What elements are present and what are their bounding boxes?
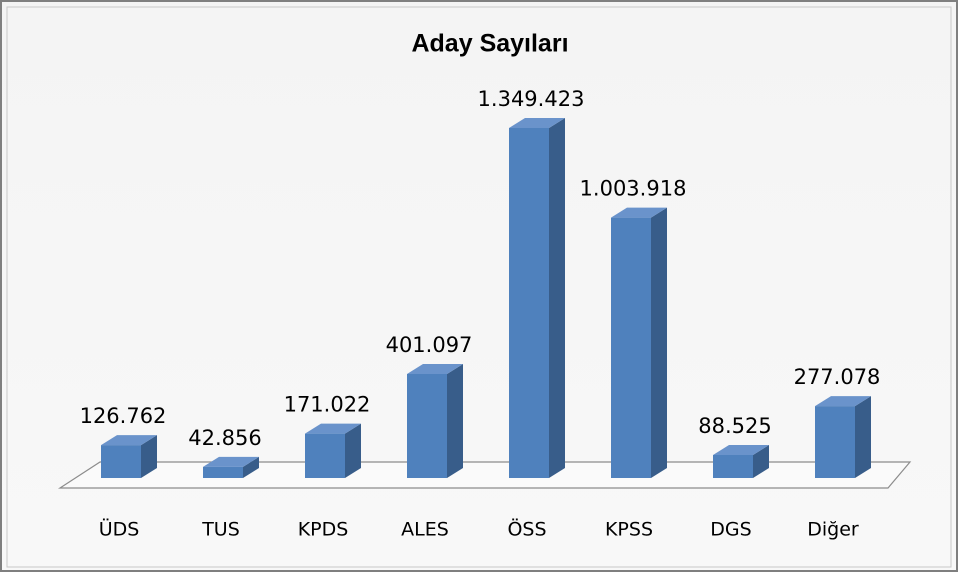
bar-face (509, 118, 565, 128)
value-label: 1.349.423 (478, 87, 585, 111)
bar-face (203, 466, 243, 478)
bar (305, 423, 361, 478)
value-label: 401.097 (386, 333, 473, 357)
bar-face (713, 445, 769, 456)
value-label: 277.078 (794, 365, 881, 389)
bar-face (101, 435, 157, 446)
bar (203, 456, 259, 478)
bar-face (407, 373, 447, 478)
bar-face (815, 406, 855, 478)
x-tick-label: KPSS (605, 519, 653, 541)
chart-title: Aday Sayıları (411, 30, 568, 58)
bar-face (305, 433, 345, 478)
bar-face (203, 456, 259, 467)
bar (101, 435, 157, 478)
x-tick-label: KPDS (298, 519, 349, 541)
floor (57, 461, 912, 489)
bar-face (651, 207, 667, 478)
bar-face (611, 217, 651, 478)
value-label: 171.022 (284, 393, 371, 417)
bar-face (855, 396, 871, 478)
bar (611, 207, 667, 478)
bar-face (447, 363, 463, 478)
value-label: 88.525 (698, 414, 771, 438)
bar-face (243, 456, 259, 478)
bar (509, 118, 565, 478)
bar-face (713, 455, 753, 478)
x-tick-label: ÖSS (507, 518, 546, 541)
bar-face (611, 207, 667, 218)
value-label: 126.762 (80, 404, 167, 428)
bar-face (815, 396, 871, 407)
x-tick-label: ÜDS (99, 518, 140, 541)
x-tick-label: DGS (710, 519, 751, 541)
x-tick-label: ALES (401, 519, 449, 541)
bar-face (305, 423, 361, 434)
bar-face (509, 128, 549, 478)
bar-face (407, 363, 463, 374)
bar-face (101, 445, 141, 478)
bar (713, 445, 769, 478)
inner-frame (6, 6, 952, 568)
bar (407, 363, 463, 478)
x-tick-label: Diğer (807, 519, 859, 541)
value-label: 42.856 (188, 426, 261, 450)
bar-face (141, 435, 157, 478)
bar-face (753, 445, 769, 478)
bar-face (549, 118, 565, 478)
x-tick-label: TUS (201, 519, 240, 541)
bar (815, 396, 871, 478)
value-label: 1.003.918 (580, 177, 687, 201)
bar-face (345, 423, 361, 478)
